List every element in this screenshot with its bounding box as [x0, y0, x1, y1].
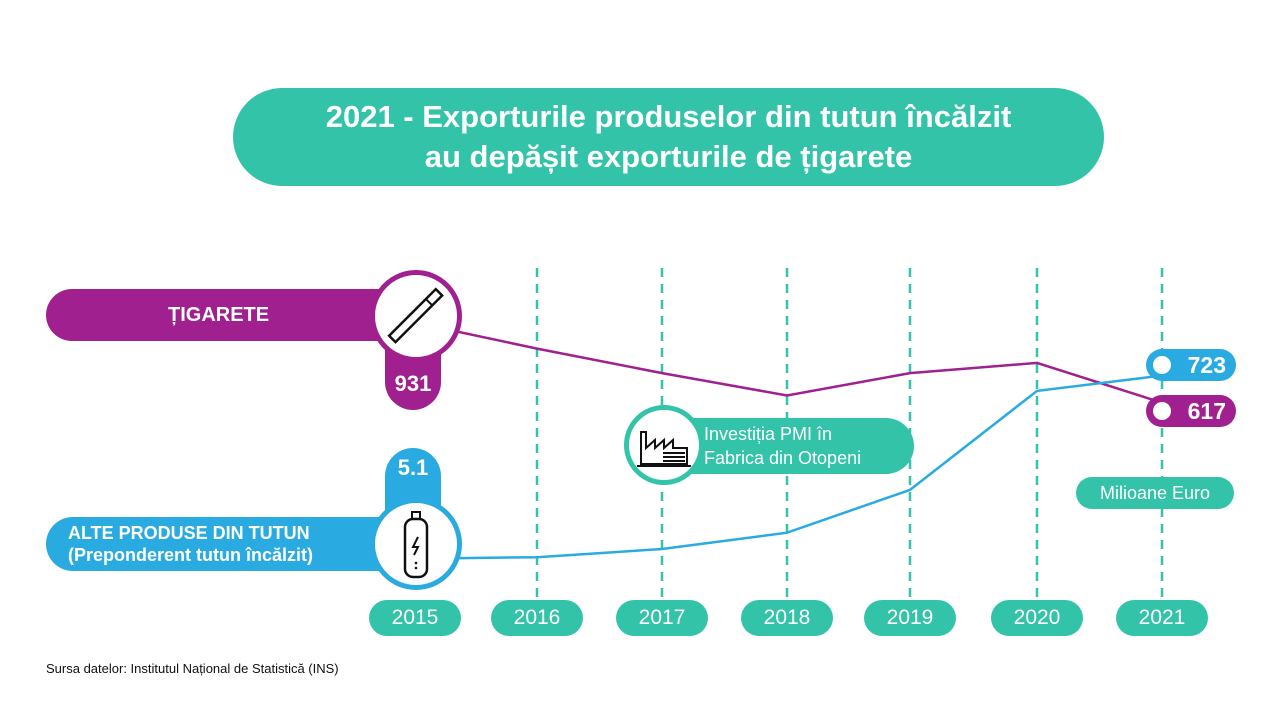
start-value-text: 5.1 — [397, 455, 429, 480]
end-marker-heated — [1153, 356, 1171, 374]
series-name-heated: ALTE PRODUSE DIN TUTUN — [68, 523, 310, 543]
data-source: Sursa datelor: Institutul Național de St… — [46, 661, 339, 676]
series-label-cigarettes: ȚIGARETE — [46, 289, 416, 341]
factory-icon-circle — [624, 405, 704, 485]
unit-label-text: Milioane Euro — [1099, 482, 1211, 503]
annotation-line-2: Fabrica din Otopeni — [704, 448, 862, 468]
unit-label: Milioane Euro — [1076, 477, 1234, 509]
end-value-cigarettes: 617 — [1146, 395, 1236, 427]
annotation-line-1: Investiția PMI în — [704, 424, 833, 444]
series-name-cigarettes: ȚIGARETE — [168, 303, 270, 326]
series-label-heated: ALTE PRODUSE DIN TUTUN (Preponderent tut… — [46, 517, 416, 571]
series-subname-heated: (Preponderent tutun încălzit) — [68, 545, 313, 565]
title-line-1: 2021 - Exporturile produselor din tutun … — [325, 99, 1012, 134]
heated-tobacco-device-icon — [403, 511, 429, 579]
x-tick-label-2021: 2021 — [1116, 600, 1208, 636]
factory-icon — [637, 431, 691, 467]
cigarette-icon-circle — [370, 270, 462, 362]
x-tick-label-2018: 2018 — [741, 600, 833, 636]
chart-title: 2021 - Exporturile produselor din tutun … — [233, 88, 1104, 186]
x-tick-label-2019: 2019 — [864, 600, 956, 636]
cigarette-icon — [387, 287, 444, 344]
end-value-heated: 723 — [1146, 349, 1236, 381]
x-tick-label-2016: 2016 — [491, 600, 583, 636]
x-tick-label-2017: 2017 — [616, 600, 708, 636]
x-tick-label-2015: 2015 — [369, 600, 461, 636]
end-marker-cigarettes — [1153, 402, 1171, 420]
title-line-2: au depășit exporturile de țigarete — [424, 139, 913, 174]
start-value-cigarettes: 931 — [385, 330, 441, 410]
start-value-text: 931 — [394, 371, 432, 396]
device-icon-circle — [370, 498, 462, 590]
end-value-text: 723 — [1187, 351, 1226, 378]
x-tick-label-2020: 2020 — [991, 600, 1083, 636]
series-line-cigarettes — [414, 321, 1163, 404]
end-value-text: 617 — [1187, 397, 1226, 424]
